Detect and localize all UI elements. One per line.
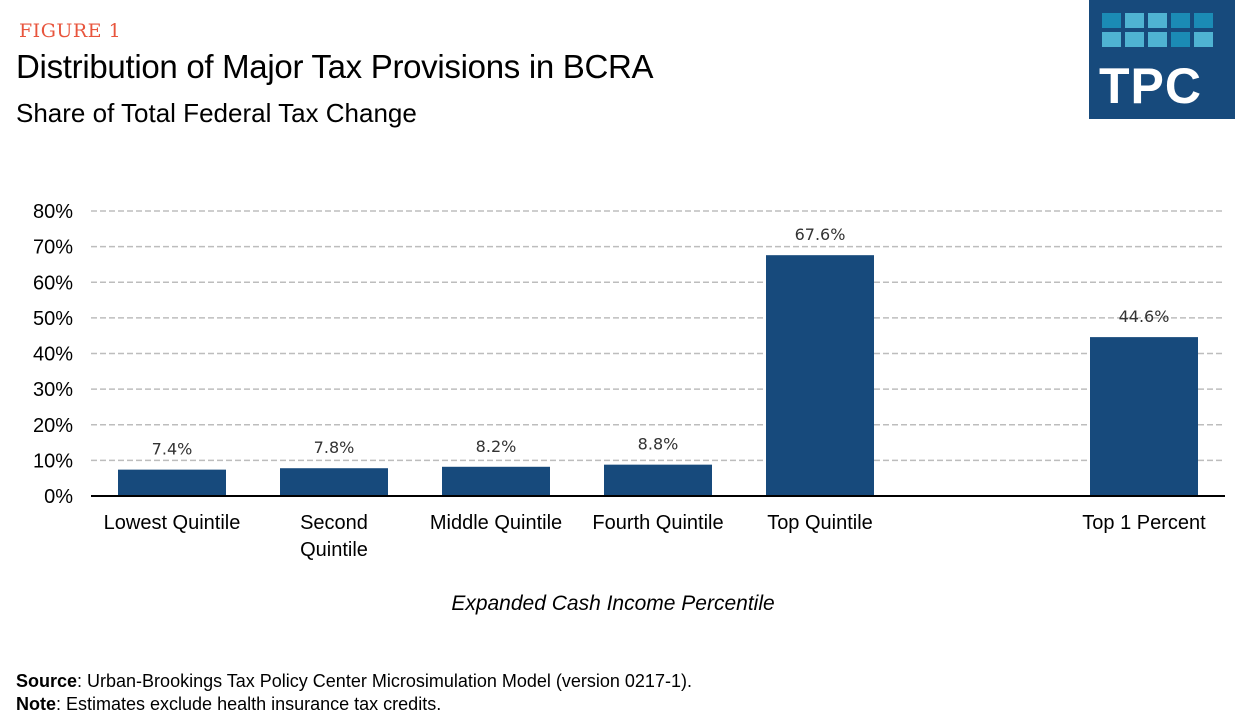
logo-tile: [1194, 32, 1213, 47]
y-tick-label: 80%: [33, 201, 73, 223]
logo-tile: [1148, 32, 1167, 47]
bar: [442, 466, 550, 496]
x-axis-category-labels: Lowest Quintile Second Quintile Middle Quin…: [104, 512, 1207, 561]
category-label: Quintile: [300, 539, 368, 561]
y-axis-tick-labels: 0% 10% 20% 30% 40% 50% 60% 70% 80%: [33, 201, 73, 508]
data-label: 44.6%: [1119, 307, 1170, 326]
bar: [118, 469, 226, 496]
logo-tile: [1102, 13, 1121, 28]
footnotes: Source: Urban-Brookings Tax Policy Cente…: [16, 670, 692, 716]
data-label: 67.6%: [795, 225, 846, 244]
data-labels: 7.4% 7.8% 8.2% 8.8% 67.6% 44.6%: [152, 225, 1170, 458]
bars: [118, 255, 1198, 496]
logo-tile: [1102, 32, 1121, 47]
source-label: Source: [16, 671, 78, 691]
logo-tile: [1171, 32, 1190, 47]
tpc-logo: TPC: [1089, 0, 1235, 119]
note-text: : Estimates exclude health insurance tax…: [56, 694, 442, 714]
data-label: 7.8%: [314, 438, 355, 457]
bar: [604, 464, 712, 496]
y-tick-label: 50%: [33, 308, 73, 330]
category-label: Lowest Quintile: [104, 512, 241, 534]
logo-tile: [1171, 13, 1190, 28]
bar: [766, 255, 874, 496]
category-label: Top Quintile: [767, 512, 873, 534]
data-label: 7.4%: [152, 440, 193, 459]
data-label: 8.8%: [638, 435, 679, 454]
category-label: Middle Quintile: [430, 512, 562, 534]
note-label: Note: [16, 694, 56, 714]
data-label: 8.2%: [476, 437, 517, 456]
y-tick-label: 30%: [33, 379, 73, 401]
category-label: Second: [300, 512, 368, 534]
note: Note: Estimates exclude health insurance…: [16, 693, 692, 716]
category-label: Fourth Quintile: [592, 512, 723, 534]
y-tick-label: 60%: [33, 272, 73, 294]
y-tick-label: 70%: [33, 237, 73, 259]
y-tick-label: 20%: [33, 415, 73, 437]
logo-tile: [1125, 32, 1144, 47]
source-text: : Urban-Brookings Tax Policy Center Micr…: [77, 671, 692, 691]
logo-tile: [1194, 13, 1213, 28]
logo-tile-grid: [1102, 13, 1213, 47]
gridlines: [91, 210, 1225, 462]
bar: [1090, 337, 1198, 496]
logo-tile: [1125, 13, 1144, 28]
bar: [280, 468, 388, 496]
chart-title: Distribution of Major Tax Provisions in …: [16, 48, 654, 85]
y-tick-label: 40%: [33, 344, 73, 366]
chart-subtitle: Share of Total Federal Tax Change: [16, 98, 417, 128]
x-axis-title: Expanded Cash Income Percentile: [451, 592, 774, 615]
figure-label: FIGURE 1: [19, 20, 122, 42]
logo-tile: [1148, 13, 1167, 28]
y-tick-label: 10%: [33, 450, 73, 472]
source-note: Source: Urban-Brookings Tax Policy Cente…: [16, 670, 692, 693]
logo-text: TPC: [1099, 58, 1202, 114]
category-label: Top 1 Percent: [1082, 512, 1206, 534]
y-tick-label: 0%: [44, 486, 73, 508]
